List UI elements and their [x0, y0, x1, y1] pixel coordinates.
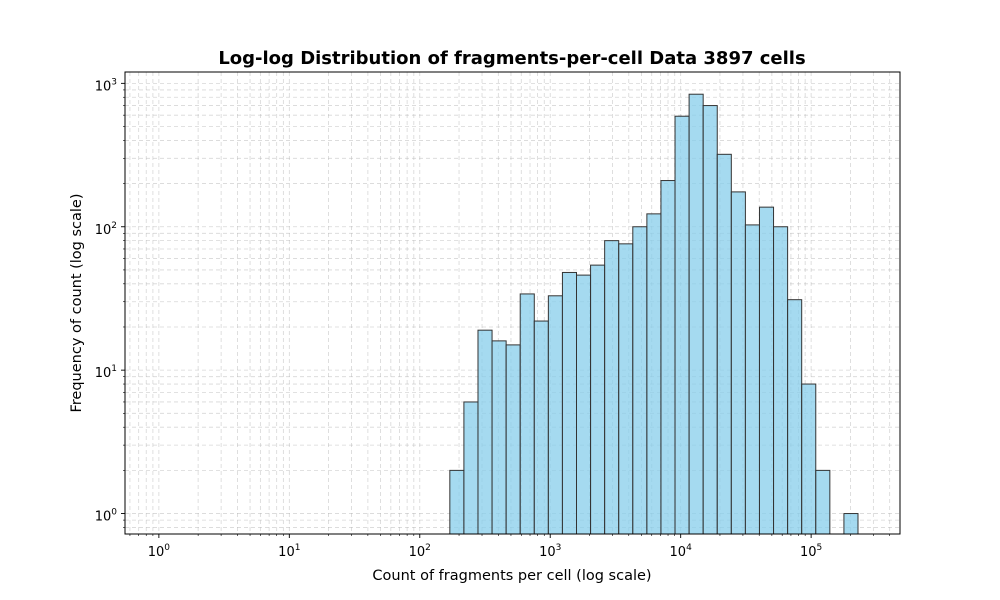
histogram-bar — [463, 401, 479, 535]
histogram-bar — [815, 469, 831, 535]
x-axis-label: Count of fragments per cell (log scale) — [372, 568, 651, 584]
histogram-bar — [477, 329, 493, 535]
y-tick-label: 103 — [95, 77, 117, 94]
y-tick-label: 102 — [95, 221, 117, 238]
histogram-bar — [688, 93, 704, 535]
histogram-bar — [674, 115, 690, 535]
x-tick-label: 101 — [278, 543, 300, 560]
histogram-bar — [590, 264, 606, 535]
x-tick-label: 104 — [670, 543, 693, 560]
histogram-bar — [491, 340, 507, 535]
x-tick-label: 102 — [409, 543, 431, 560]
histogram-bar — [730, 191, 746, 535]
histogram-bar — [702, 105, 718, 535]
x-tick-label: 103 — [539, 543, 561, 560]
histogram-bar — [547, 295, 563, 535]
histogram-bar — [660, 180, 676, 535]
histogram-bar — [758, 206, 775, 535]
histogram-bar — [576, 274, 592, 535]
histogram-bar — [787, 299, 803, 535]
histogram-bar — [505, 344, 521, 535]
x-tick-label: 100 — [148, 543, 171, 560]
histogram-bar — [449, 469, 465, 535]
histogram-bar — [604, 240, 620, 535]
y-tick-label: 100 — [95, 508, 118, 525]
chart-title: Log-log Distribution of fragments-per-ce… — [218, 48, 805, 69]
ticks: 100 101 102 103 104 105 100 101 102 103 — [95, 77, 890, 560]
histogram-bar — [632, 226, 648, 535]
x-tick-label: 105 — [800, 543, 822, 560]
histogram-bar — [646, 213, 662, 535]
histogram-bar — [519, 293, 535, 535]
y-axis-label: Frequency of count (log scale) — [69, 193, 85, 412]
histogram-bar — [744, 224, 760, 535]
bars — [449, 93, 859, 535]
histogram-bar — [618, 243, 634, 535]
y-tick-label: 101 — [95, 364, 117, 381]
histogram-bar — [561, 271, 578, 535]
plot-frame — [124, 71, 901, 535]
histogram-bar — [716, 153, 732, 535]
histogram-bar — [773, 226, 789, 535]
histogram-bar — [801, 383, 817, 535]
histogram-bar — [843, 513, 859, 535]
histogram-bar — [533, 320, 549, 535]
